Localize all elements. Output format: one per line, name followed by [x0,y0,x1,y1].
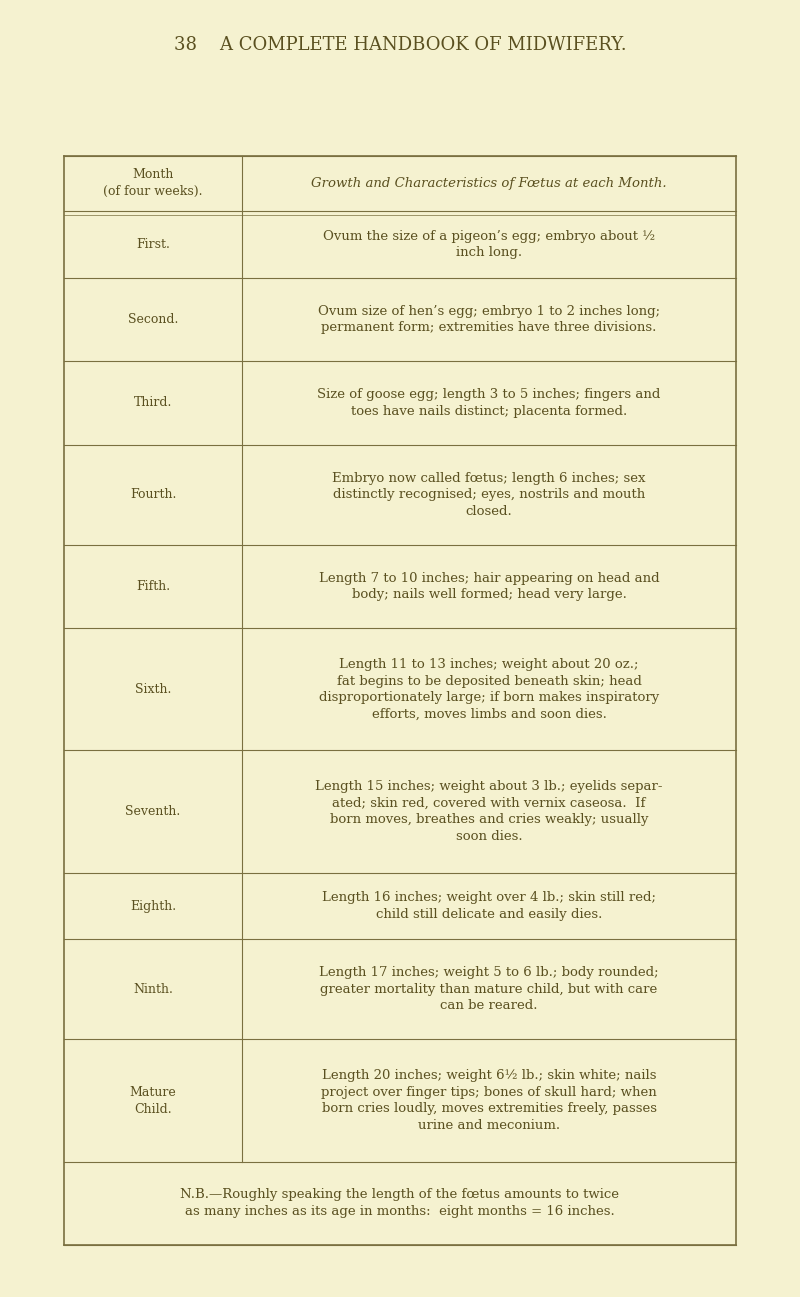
Text: Ninth.: Ninth. [133,983,173,996]
Text: Ovum the size of a pigeon’s egg; embryo about ½
inch long.: Ovum the size of a pigeon’s egg; embryo … [323,230,655,259]
Text: Length 11 to 13 inches; weight about 20 oz.;
fat begins to be deposited beneath : Length 11 to 13 inches; weight about 20 … [319,658,659,721]
Text: N.B.—Roughly speaking the length of the fœtus amounts to twice
as many inches as: N.B.—Roughly speaking the length of the … [181,1188,619,1218]
Text: Second.: Second. [128,313,178,326]
Text: Eighth.: Eighth. [130,900,176,913]
Text: Length 15 inches; weight about 3 lb.; eyelids separ-
ated; skin red, covered wit: Length 15 inches; weight about 3 lb.; ey… [315,781,662,843]
Text: Mature
Child.: Mature Child. [130,1086,177,1115]
Text: Third.: Third. [134,397,172,410]
Text: Sixth.: Sixth. [135,682,171,695]
Text: Length 16 inches; weight over 4 lb.; skin still red;
child still delicate and ea: Length 16 inches; weight over 4 lb.; ski… [322,891,656,921]
Text: 38    A COMPLETE HANDBOOK OF MIDWIFERY.: 38 A COMPLETE HANDBOOK OF MIDWIFERY. [174,36,626,54]
Text: Size of goose egg; length 3 to 5 inches; fingers and
toes have nails distinct; p: Size of goose egg; length 3 to 5 inches;… [318,388,661,418]
Text: Length 17 inches; weight 5 to 6 lb.; body rounded;
greater mortality than mature: Length 17 inches; weight 5 to 6 lb.; bod… [319,966,659,1013]
Text: Month
(of four weeks).: Month (of four weeks). [103,169,202,198]
Text: Ovum size of hen’s egg; embryo 1 to 2 inches long;
permanent form; extremities h: Ovum size of hen’s egg; embryo 1 to 2 in… [318,305,660,335]
Text: Fifth.: Fifth. [136,580,170,593]
Text: First.: First. [136,239,170,252]
Text: Length 7 to 10 inches; hair appearing on head and
body; nails well formed; head : Length 7 to 10 inches; hair appearing on… [318,572,659,602]
Text: Fourth.: Fourth. [130,488,176,501]
Text: Seventh.: Seventh. [126,805,181,818]
Text: Length 20 inches; weight 6½ lb.; skin white; nails
project over finger tips; bon: Length 20 inches; weight 6½ lb.; skin wh… [321,1069,657,1132]
Text: Embryo now called fœtus; length 6 inches; sex
distinctly recognised; eyes, nostr: Embryo now called fœtus; length 6 inches… [332,472,646,518]
Text: Growth and Characteristics of Fœtus at each Month.: Growth and Characteristics of Fœtus at e… [311,176,667,189]
